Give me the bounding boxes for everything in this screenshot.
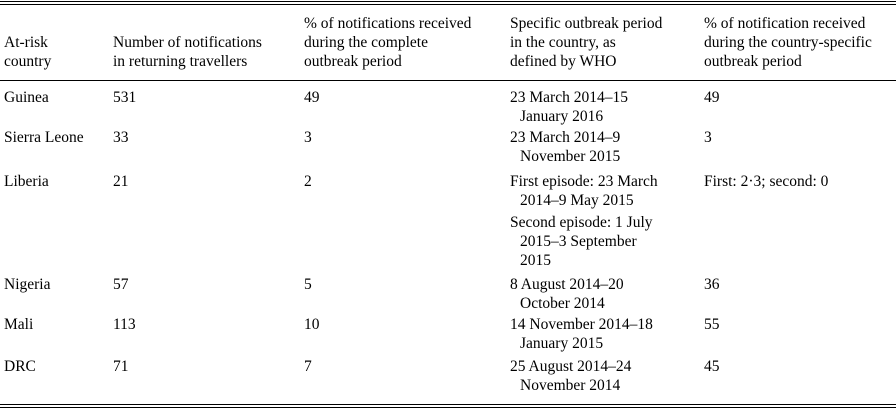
cell-country: DRC [4,358,36,375]
cell-country: Sierra Leone [4,129,84,146]
cell-period: 23 March 2014–9 November 2015 [510,129,621,165]
header-pct-specific: % of notification received during the co… [704,15,872,70]
cell-count: 531 [113,89,137,106]
cell-period: First episode: 23 March 2014–9 May 2015 … [510,173,658,269]
cell-pct-specific: 3 [704,129,712,146]
cell-pct-specific: 49 [704,89,720,106]
cell-pct-complete: 2 [304,173,312,190]
cell-pct-complete: 49 [304,89,320,106]
header-period: Specific outbreak period in the country,… [510,15,663,70]
header-pct-complete: % of notifications received during the c… [304,15,472,70]
cell-country: Guinea [4,89,49,106]
cell-count: 33 [113,129,129,146]
cell-pct-complete: 5 [304,276,312,293]
cell-pct-complete: 10 [304,316,320,333]
cell-period: 14 November 2014–18 January 2015 [510,316,653,352]
cell-country: Liberia [4,173,49,190]
header-notifications: Number of notifications in returning tra… [113,34,262,70]
header-rule [0,80,896,81]
cell-count: 71 [113,358,129,375]
bottom-rule-1 [0,404,896,405]
cell-period: 23 March 2014–15 January 2016 [510,89,628,125]
cell-count: 21 [113,173,129,190]
top-rule-1 [0,1,896,2]
cell-count: 57 [113,276,129,293]
cell-pct-specific: 55 [704,316,720,333]
cell-country: Mali [4,316,34,333]
cell-period: 25 August 2014–24 November 2014 [510,358,632,394]
cell-country: Nigeria [4,276,51,293]
cell-count: 113 [113,316,136,333]
top-rule-2 [0,4,896,5]
cell-period: 8 August 2014–20 October 2014 [510,276,624,312]
bottom-rule-2 [0,407,896,408]
cell-pct-complete: 7 [304,358,312,375]
cell-pct-specific: 36 [704,276,720,293]
cell-pct-specific: First: 2·3; second: 0 [704,173,829,190]
cell-pct-complete: 3 [304,129,312,146]
cell-pct-specific: 45 [704,358,720,375]
header-country: At-risk country [4,34,52,70]
